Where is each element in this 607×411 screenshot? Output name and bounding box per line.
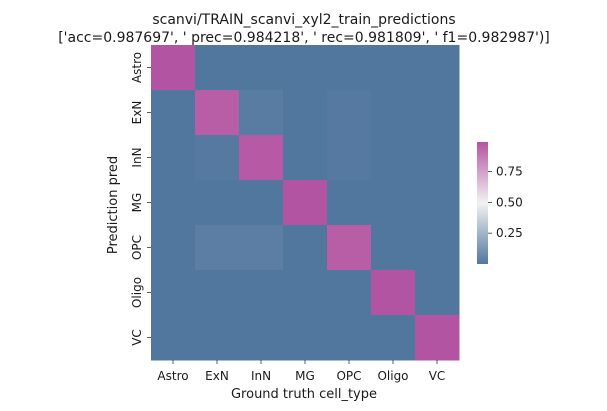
heatmap-cell bbox=[415, 225, 460, 271]
heatmap-cell bbox=[195, 90, 240, 136]
heatmap-cell bbox=[415, 270, 460, 316]
y-tick-label: OPC bbox=[130, 235, 144, 260]
heatmap-cell bbox=[371, 315, 416, 361]
heatmap-cell bbox=[415, 315, 460, 361]
heatmap-cell bbox=[371, 180, 416, 226]
heatmap-cell bbox=[327, 90, 372, 136]
heatmap-cell bbox=[327, 270, 372, 316]
heatmap-cell bbox=[151, 180, 196, 226]
chart-title-line1: scanvi/TRAIN_scanvi_xyl2_train_predictio… bbox=[152, 12, 455, 28]
chart-title-line2: ['acc=0.987697', ' prec=0.984218', ' rec… bbox=[58, 30, 550, 46]
heatmap-cell bbox=[239, 180, 284, 226]
x-axis-label: Ground truth cell_type bbox=[231, 387, 377, 402]
heatmap-cell bbox=[151, 45, 196, 91]
y-axis-label: Prediction pred bbox=[106, 156, 121, 254]
y-tick-label: MG bbox=[130, 193, 144, 213]
heatmap-cell bbox=[415, 45, 460, 91]
heatmap-cell bbox=[195, 45, 240, 91]
heatmap-cell bbox=[371, 270, 416, 316]
heatmap-cell bbox=[371, 45, 416, 91]
heatmap-cell bbox=[239, 315, 284, 361]
heatmap-cell bbox=[283, 90, 328, 136]
colorbar: 0.25 0.50 0.75 bbox=[477, 142, 523, 264]
heatmap-cell bbox=[415, 135, 460, 181]
x-axis: Astro ExN InN MG OPC Oligo VC bbox=[157, 360, 445, 383]
heatmap-cell bbox=[327, 225, 372, 271]
x-tick-label: VC bbox=[429, 369, 446, 383]
x-tick-label: OPC bbox=[336, 369, 361, 383]
heatmap-cell bbox=[239, 45, 284, 91]
heatmap-cell bbox=[151, 270, 196, 316]
y-tick-label: VC bbox=[130, 329, 144, 346]
x-tick-label: ExN bbox=[205, 369, 229, 383]
heatmap-cell bbox=[195, 135, 240, 181]
heatmap-cell bbox=[283, 225, 328, 271]
heatmap-cell bbox=[151, 225, 196, 271]
heatmap-cells bbox=[151, 45, 460, 361]
y-tick-label: Astro bbox=[130, 52, 144, 83]
colorbar-tick-label: 0.50 bbox=[496, 195, 523, 209]
heatmap-cell bbox=[195, 180, 240, 226]
heatmap-cell bbox=[415, 90, 460, 136]
heatmap-cell bbox=[151, 315, 196, 361]
colorbar-tick-label: 0.25 bbox=[496, 226, 523, 240]
heatmap-cell bbox=[371, 135, 416, 181]
heatmap-cell bbox=[283, 315, 328, 361]
x-tick-label: Oligo bbox=[377, 369, 408, 383]
colorbar-gradient bbox=[477, 142, 488, 264]
y-axis: Astro ExN InN MG OPC Oligo VC bbox=[130, 52, 151, 346]
x-tick-label: MG bbox=[295, 369, 315, 383]
heatmap-cell bbox=[283, 180, 328, 226]
heatmap-cell bbox=[151, 135, 196, 181]
heatmap-cell bbox=[195, 270, 240, 316]
y-tick-label: InN bbox=[130, 147, 144, 167]
heatmap-cell bbox=[371, 90, 416, 136]
heatmap-cell bbox=[151, 90, 196, 136]
heatmap-cell bbox=[327, 180, 372, 226]
heatmap-cell bbox=[283, 270, 328, 316]
heatmap-cell bbox=[371, 225, 416, 271]
heatmap-cell bbox=[239, 135, 284, 181]
heatmap-cell bbox=[327, 45, 372, 91]
heatmap-cell bbox=[195, 225, 240, 271]
heatmap-cell bbox=[283, 45, 328, 91]
y-tick-label: ExN bbox=[130, 101, 144, 125]
y-tick-label: Oligo bbox=[130, 277, 144, 308]
heatmap-cell bbox=[239, 90, 284, 136]
heatmap-cell bbox=[415, 180, 460, 226]
heatmap-cell bbox=[327, 135, 372, 181]
heatmap-cell bbox=[327, 315, 372, 361]
colorbar-tick-label: 0.75 bbox=[496, 165, 523, 179]
heatmap-cell bbox=[195, 315, 240, 361]
heatmap-cell bbox=[283, 135, 328, 181]
heatmap-cell bbox=[239, 225, 284, 271]
x-tick-label: Astro bbox=[157, 369, 188, 383]
x-tick-label: InN bbox=[251, 369, 271, 383]
heatmap-cell bbox=[239, 270, 284, 316]
